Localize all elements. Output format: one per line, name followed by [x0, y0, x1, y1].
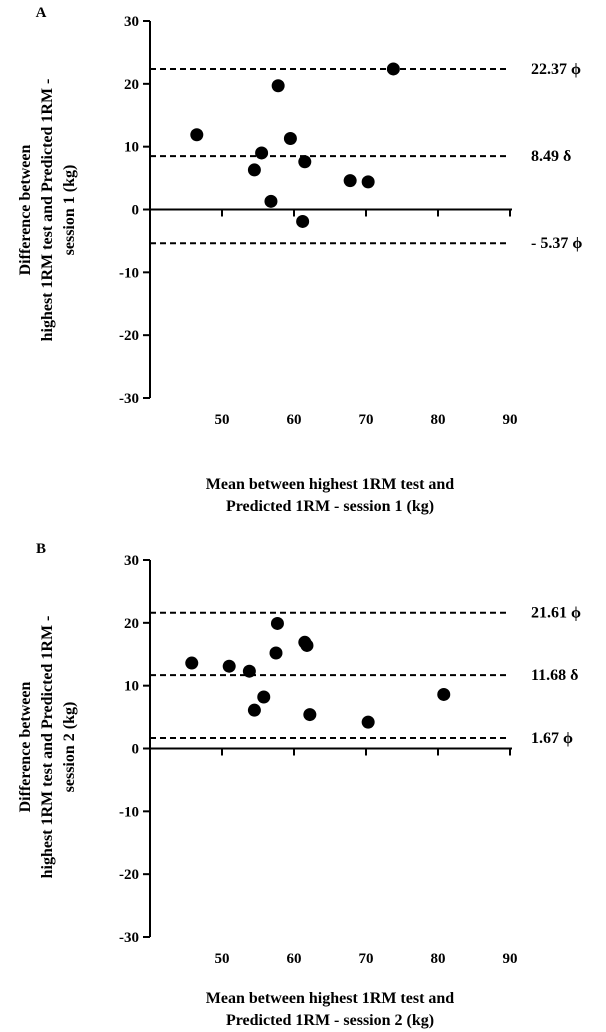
x-tick-label: 50 [215, 951, 230, 967]
y-tick-label: 10 [124, 140, 139, 156]
x-axis-title-line: Predicted 1RM - session 1 (kg) [226, 498, 434, 515]
reference-line-label: 21.61 ϕ [531, 605, 581, 622]
reference-line-label: 11.68 δ [531, 667, 578, 684]
y-tick-label: 30 [124, 553, 139, 569]
data-point [247, 163, 261, 177]
y-tick-label: -30 [119, 391, 139, 407]
data-point [185, 656, 199, 670]
y-tick-label: -20 [119, 867, 139, 883]
data-point [255, 146, 269, 160]
y-axis-title-line: session 1 (kg) [61, 165, 78, 256]
x-tick-label: 90 [503, 412, 518, 428]
panel-a: A -30 -20 -10 0 10 20 30 50 60 70 80 90 22.37 ϕ 8.49 δ… [17, 5, 582, 515]
y-tick-label: -10 [119, 265, 139, 281]
x-axis-title-line: Predicted 1RM - session 2 (kg) [226, 1012, 434, 1029]
y-tick-label: 20 [124, 77, 139, 93]
y-tick-label: 30 [124, 14, 139, 30]
reference-line-label: 8.49 δ [531, 148, 571, 165]
y-tick-label: -30 [119, 930, 139, 946]
y-axis-title-line: Difference between [17, 145, 34, 276]
data-point [298, 155, 312, 169]
data-point [242, 664, 256, 678]
y-tick-label: 0 [132, 742, 140, 758]
y-axis-title-line: Difference between [17, 682, 34, 813]
data-point [264, 194, 278, 208]
panel-label: B [36, 541, 46, 557]
data-point [269, 646, 283, 660]
data-point [386, 62, 400, 76]
x-tick-label: 70 [359, 951, 374, 967]
y-tick-label: -10 [119, 804, 139, 820]
y-tick-label: 0 [132, 203, 140, 219]
data-point [437, 687, 451, 701]
data-point [247, 703, 261, 717]
x-tick-label: 50 [215, 412, 230, 428]
reference-line-label: 1.67 ϕ [531, 730, 573, 747]
y-axis-title-line: session 2 (kg) [61, 702, 78, 793]
data-point [303, 708, 317, 722]
x-tick-label: 90 [503, 951, 518, 967]
data-point [361, 175, 375, 189]
x-axis-title-line: Mean between highest 1RM test and [206, 990, 455, 1007]
reference-line-label: 22.37 ϕ [531, 61, 581, 78]
data-point [283, 131, 297, 145]
y-tick-label: 10 [124, 679, 139, 695]
y-axis-title-line: highest 1RM test and Predicted 1RM - [39, 616, 56, 879]
data-point [190, 128, 204, 142]
data-point [257, 690, 271, 704]
data-point [300, 638, 314, 652]
data-point [222, 659, 236, 673]
x-tick-label: 80 [431, 951, 446, 967]
data-point [361, 715, 375, 729]
y-tick-label: -20 [119, 328, 139, 344]
x-tick-label: 60 [287, 951, 302, 967]
data-point [270, 616, 284, 630]
x-tick-label: 80 [431, 412, 446, 428]
x-axis-title-line: Mean between highest 1RM test and [206, 476, 455, 493]
panel-b: B -30 -20 -10 0 10 20 30 50 60 70 80 90 21.61 ϕ 11.68 … [17, 541, 581, 1029]
data-point [296, 214, 310, 228]
y-tick-label: 20 [124, 616, 139, 632]
reference-line-label: - 5.37 ϕ [531, 235, 582, 252]
panel-label: A [36, 5, 47, 21]
y-axis-title-line: highest 1RM test and Predicted 1RM - [39, 79, 56, 342]
data-point [343, 174, 357, 188]
x-tick-label: 70 [359, 412, 374, 428]
data-point [271, 79, 285, 93]
x-tick-label: 60 [287, 412, 302, 428]
